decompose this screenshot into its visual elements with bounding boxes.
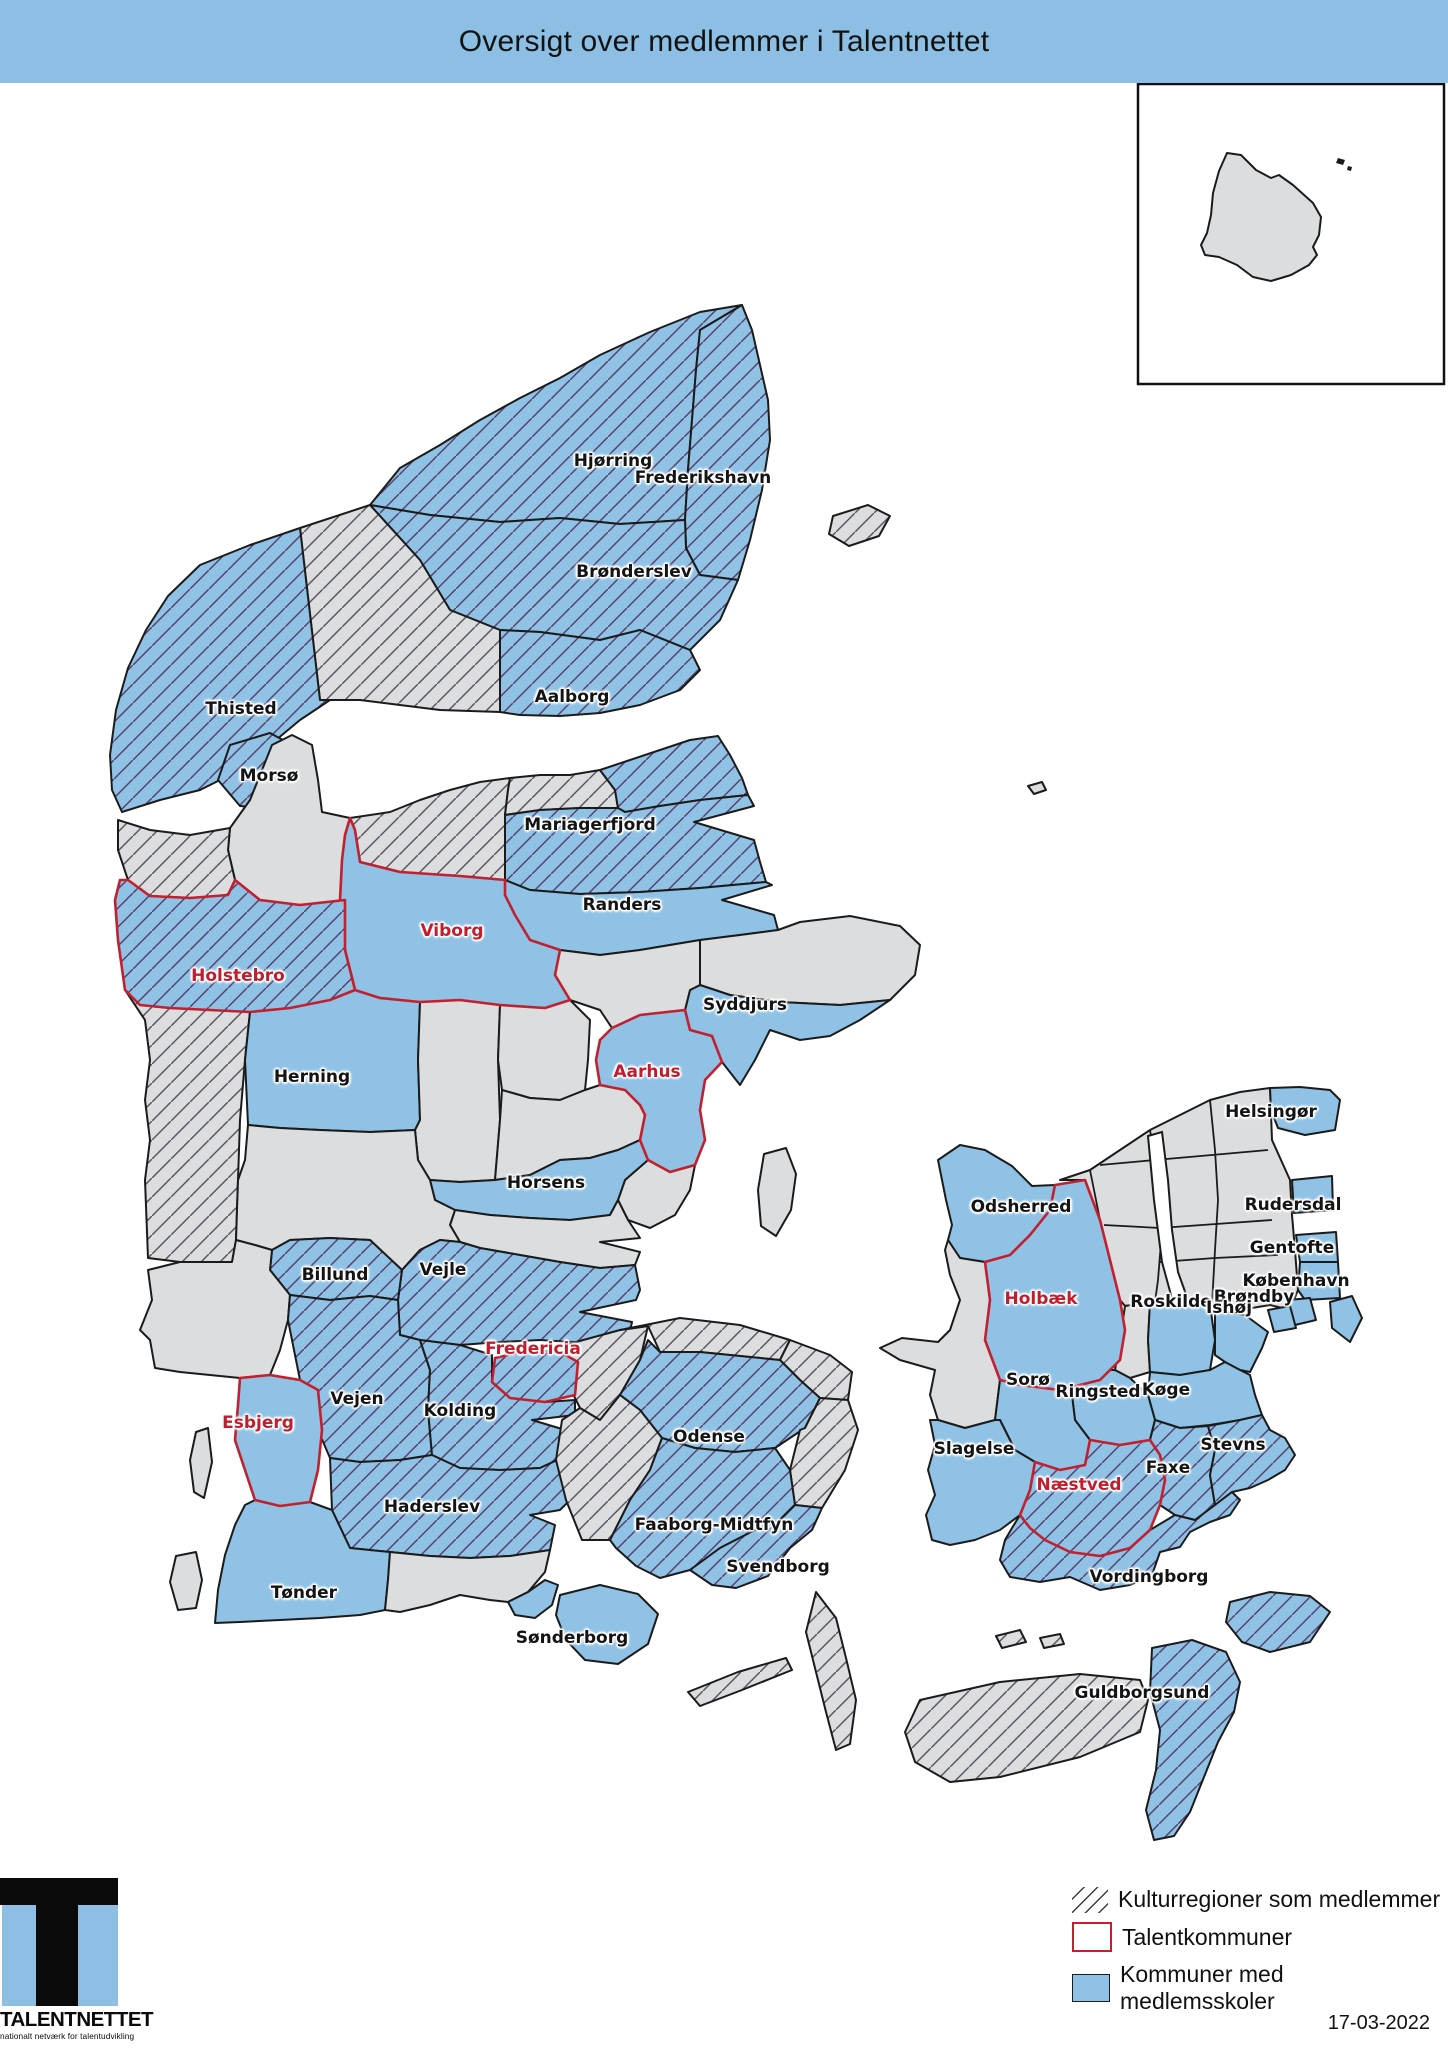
talentnettet-logo-icon (0, 1878, 118, 2006)
region-fejoe (995, 1629, 1027, 1649)
region-soenderborg (507, 1579, 659, 1665)
region-lolland (904, 1673, 1149, 1783)
region-fanoe (189, 1427, 213, 1499)
region-holbaek (983, 1178, 1127, 1392)
region-aeroe (687, 1657, 793, 1707)
region-frederikshavn (684, 304, 771, 581)
roskilde-fjord-water (1146, 1130, 1190, 1308)
region-naestved (1018, 1438, 1167, 1558)
region-gentofte (1295, 1231, 1339, 1263)
region-holstebro (113, 878, 357, 1014)
region-stevns (1207, 1414, 1296, 1506)
page-title: Oversigt over medlemmer i Talentnettet (458, 24, 990, 58)
region-svendborg (689, 1504, 823, 1589)
legend-label: Kommuner med medlemsskoler (1120, 1961, 1284, 2014)
legend: Kulturregioner som medlemmer Talentkommu… (1072, 1886, 1442, 2024)
date-stamp: 17-03-2022 (1327, 2012, 1430, 2034)
logo-tagline: nationalt netværk for talentudvikling (0, 2031, 135, 2041)
region-aarhus (594, 1008, 724, 1174)
legend-item-kulturregioner: Kulturregioner som medlemmer (1072, 1886, 1442, 1913)
legend-item-talentkommuner: Talentkommuner (1072, 1922, 1442, 1952)
red-outline-swatch-icon (1072, 1922, 1112, 1952)
region-ikast-brande (414, 999, 501, 1183)
region-ringkoebing-skjern (124, 989, 251, 1263)
region-toender (214, 1499, 391, 1624)
hatch-swatch-icon (1072, 1886, 1108, 1913)
region-femoe (1039, 1633, 1065, 1649)
legend-label: Talentkommuner (1122, 1923, 1293, 1950)
ertholmene-islets (1336, 158, 1352, 171)
region-haderslev (329, 1454, 571, 1559)
legend-label: Kulturregioner som medlemmer (1118, 1886, 1441, 1912)
logo-wordmark: TALENTNETTET (0, 2008, 154, 2031)
region-varde (139, 1239, 291, 1379)
region-slagelse (925, 1419, 1036, 1546)
region-herning (244, 989, 421, 1133)
region-koebenhavn (1297, 1261, 1363, 1343)
region-bornholm (1200, 152, 1322, 282)
title-bar: Oversigt over medlemmer i Talentnettet (0, 0, 1448, 83)
region-greve-solroed (1214, 1309, 1269, 1373)
region-anholt (1027, 781, 1047, 795)
region-guldborgsund (1145, 1639, 1241, 1841)
region-ishoej (1267, 1305, 1297, 1333)
talentnettet-logo: TALENTNETTET nationalt netværk for talen… (0, 1878, 154, 2041)
region-mariagerfjord (504, 794, 767, 895)
region-roskilde (1147, 1299, 1216, 1376)
region-langeland (805, 1591, 857, 1751)
region-rudersdal (1291, 1175, 1334, 1214)
region-fredericia (490, 1348, 580, 1404)
region-aalborg-north (499, 629, 701, 717)
region-samsoe (757, 1147, 797, 1237)
region-helsingoer (1269, 1086, 1341, 1136)
region-roemoe (169, 1551, 203, 1611)
region-laesoe (828, 504, 891, 547)
blue-swatch-icon (1072, 1974, 1110, 2002)
region-esbjerg (233, 1373, 324, 1508)
region-silkeborg (497, 999, 591, 1101)
legend-item-medlemsskoler: Kommuner med medlemsskoler (1072, 1961, 1442, 2015)
region-kalundborg (879, 1239, 1001, 1429)
